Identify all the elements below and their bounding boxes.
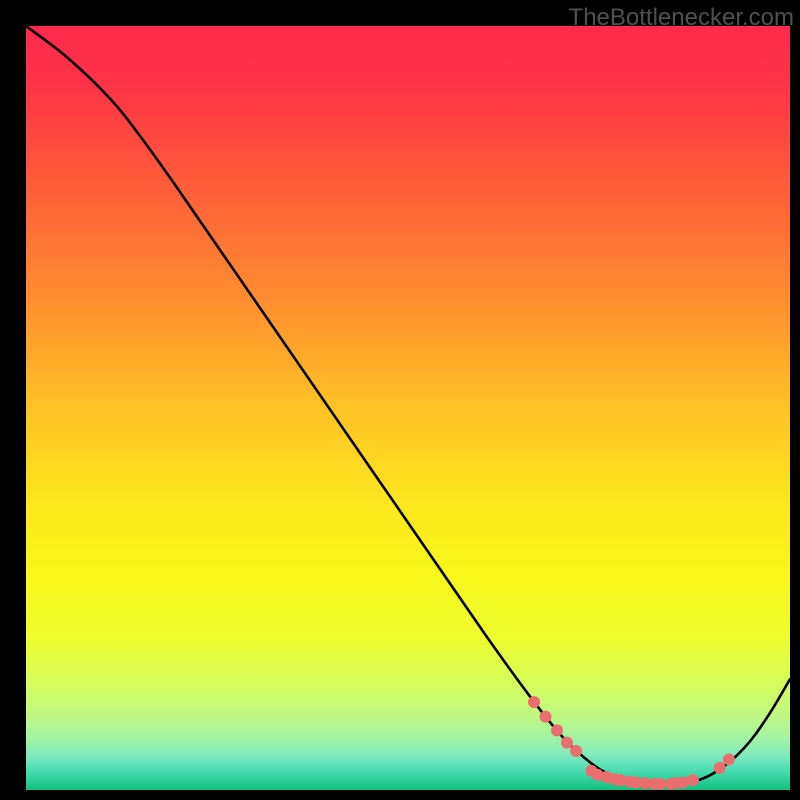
chart-container: TheBottlenecker.com <box>0 0 800 800</box>
data-marker <box>654 778 666 790</box>
data-marker <box>551 724 563 736</box>
data-marker <box>561 737 573 749</box>
data-marker <box>570 745 582 757</box>
data-marker <box>723 753 735 765</box>
chart-svg <box>0 0 800 800</box>
data-marker <box>714 762 726 774</box>
data-marker <box>677 776 689 788</box>
plot-background <box>26 26 790 790</box>
data-marker <box>540 711 552 723</box>
watermark-text: TheBottlenecker.com <box>569 4 794 32</box>
data-marker <box>528 696 540 708</box>
data-marker <box>687 774 699 786</box>
